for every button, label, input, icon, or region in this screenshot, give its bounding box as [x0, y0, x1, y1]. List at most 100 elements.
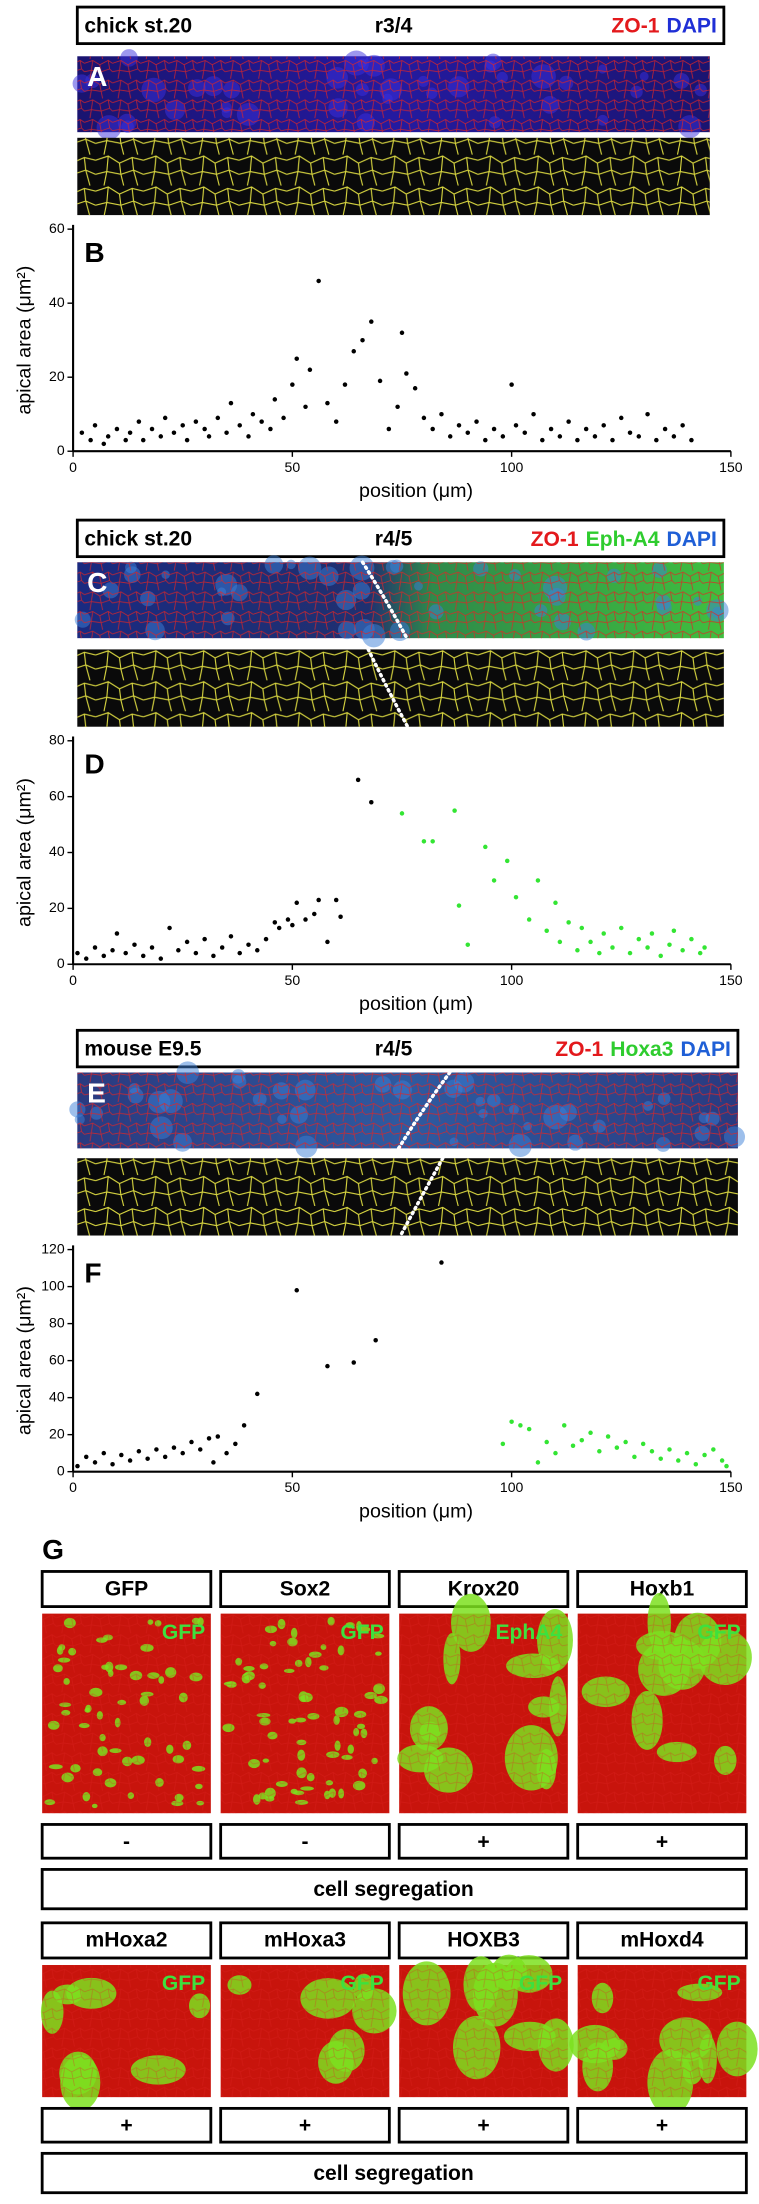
- segregation-box: [397, 1823, 570, 1860]
- data-point: [684, 1450, 690, 1456]
- data-point: [676, 1458, 681, 1463]
- data-point: [360, 337, 365, 343]
- segregation-box: [219, 2106, 391, 2144]
- stain: ZO-1: [555, 1038, 603, 1061]
- data-point: [246, 942, 251, 947]
- outcome: cell segregation: [313, 2162, 473, 2185]
- stain: Eph-A4: [586, 527, 660, 550]
- data-point: [83, 1454, 89, 1460]
- data-point: [127, 1458, 133, 1463]
- data-point: [110, 1462, 115, 1467]
- data-point: [149, 945, 155, 950]
- data-point: [702, 1452, 707, 1458]
- data-point: [491, 426, 497, 432]
- data-point: [206, 434, 212, 439]
- data-point: [233, 1441, 238, 1447]
- data-point: [491, 878, 497, 883]
- data-point: [430, 839, 435, 844]
- panel-label: A: [87, 61, 107, 92]
- cell-texture: [399, 1613, 568, 1814]
- panel-label: D: [84, 748, 104, 779]
- data-point: [171, 430, 177, 435]
- x-tick-label: 150: [719, 1479, 743, 1495]
- data-point: [263, 936, 269, 942]
- segregation: +: [477, 2114, 489, 2137]
- y-tick-label: 0: [57, 1462, 65, 1478]
- data-point: [452, 808, 457, 813]
- data-point: [689, 936, 694, 942]
- data-point: [579, 1437, 585, 1443]
- panel-label: B: [84, 237, 104, 268]
- data-point: [316, 897, 321, 903]
- cell-outline: [77, 56, 710, 133]
- data-point: [579, 925, 585, 931]
- inset-label: GFP: [697, 1972, 740, 1995]
- data-point: [719, 1458, 725, 1463]
- data-point: [105, 434, 111, 439]
- data-point: [276, 925, 282, 931]
- data-point: [141, 437, 146, 443]
- construct-name: mHoxa3: [264, 1929, 346, 1952]
- y-tick-label: 20: [49, 368, 65, 384]
- data-point: [145, 1456, 150, 1461]
- segregation-box: [219, 1823, 391, 1860]
- data-point: [509, 1419, 514, 1424]
- data-point: [680, 948, 685, 953]
- data-point: [526, 917, 532, 922]
- data-point: [110, 948, 115, 953]
- data-point: [667, 942, 672, 947]
- data-point: [395, 404, 400, 410]
- stage: chick st.20: [84, 14, 192, 37]
- data-point: [702, 945, 707, 950]
- data-point: [158, 956, 164, 961]
- data-point: [272, 397, 278, 402]
- data-point: [654, 437, 659, 443]
- x-tick-label: 50: [285, 1479, 301, 1495]
- x-tick-label: 100: [500, 972, 524, 988]
- data-point: [636, 434, 642, 439]
- panel-label: G: [42, 1534, 64, 1565]
- x-tick-label: 50: [285, 972, 301, 988]
- data-point: [351, 349, 356, 354]
- stage: mouse E9.5: [84, 1038, 201, 1061]
- data-point: [193, 950, 199, 956]
- data-point: [312, 911, 317, 917]
- segregation: -: [123, 1830, 130, 1853]
- data-point: [141, 953, 146, 959]
- cell-texture: [220, 1613, 390, 1814]
- inset-label: GFP: [162, 1621, 205, 1644]
- data-point: [658, 1456, 663, 1461]
- x-tick-label: 0: [69, 459, 77, 475]
- data-point: [114, 931, 120, 936]
- cell-texture: [42, 1965, 211, 2098]
- data-point: [588, 1430, 593, 1436]
- construct-box: [40, 1570, 213, 1608]
- x-tick-label: 100: [500, 1479, 524, 1495]
- y-axis-label: apical area (μm²): [14, 778, 36, 927]
- data-point: [483, 437, 488, 443]
- data-point: [575, 437, 580, 443]
- data-point: [544, 1439, 549, 1445]
- data-point: [592, 434, 598, 439]
- segregation-box: [576, 1823, 748, 1860]
- data-point: [693, 1462, 699, 1467]
- y-tick-label: 0: [57, 955, 65, 971]
- y-tick-label: 20: [49, 1425, 65, 1441]
- region: r4/5: [375, 527, 413, 550]
- boundary: [396, 1070, 452, 1152]
- data-point: [601, 423, 606, 428]
- data-point: [667, 1447, 672, 1452]
- y-tick-label: 60: [49, 220, 65, 236]
- data-point: [557, 939, 563, 945]
- data-point: [535, 878, 541, 883]
- region: r4/5: [375, 1038, 413, 1061]
- data-point: [237, 950, 242, 956]
- segregation: +: [656, 2114, 668, 2137]
- construct-box: [219, 1570, 391, 1608]
- data-point: [228, 400, 234, 406]
- y-tick-label: 0: [57, 442, 65, 458]
- y-axis-label: apical area (μm²): [14, 1286, 36, 1435]
- boundary: [366, 647, 410, 729]
- cell-texture: [42, 1613, 211, 1814]
- data-point: [162, 1454, 168, 1460]
